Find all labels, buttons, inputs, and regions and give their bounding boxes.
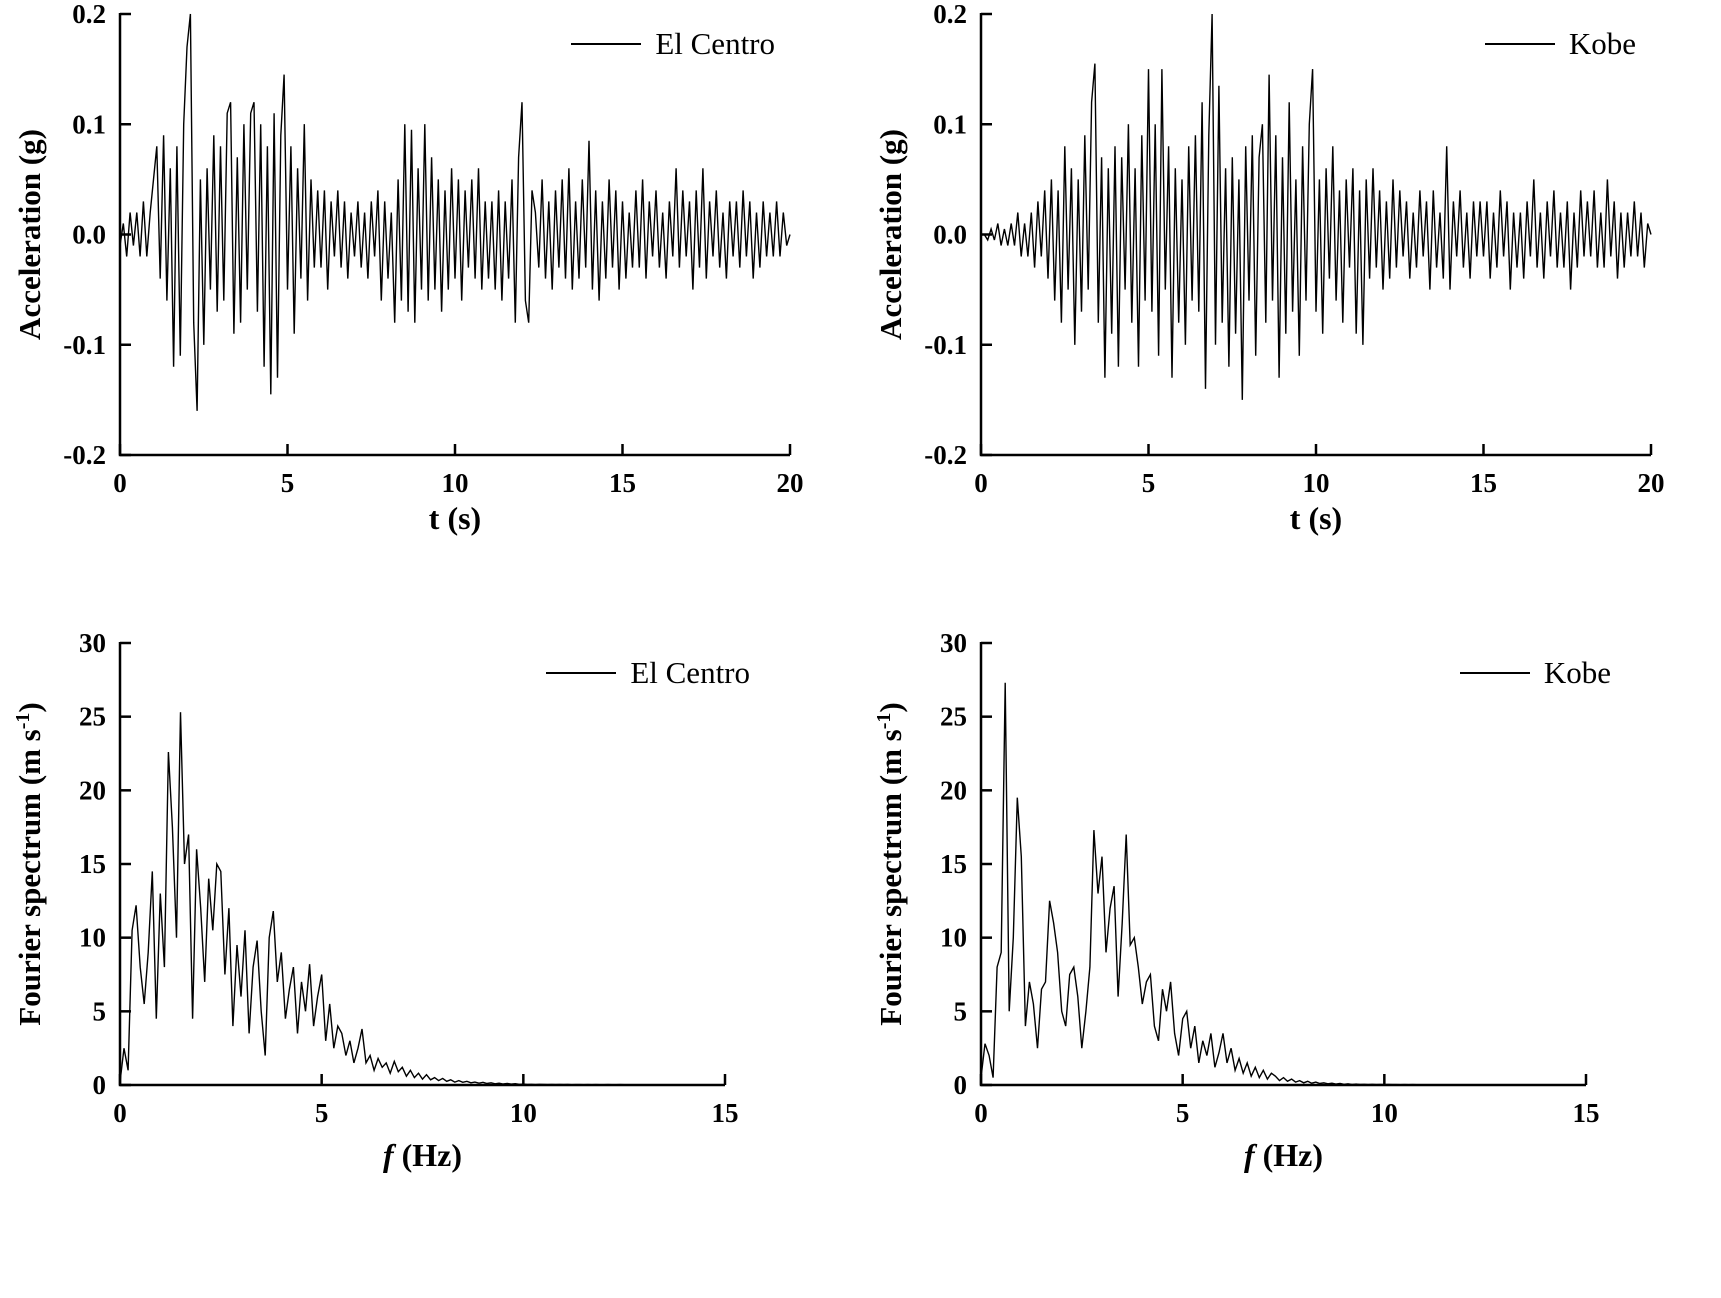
y-tick-label: -0.1 (924, 330, 967, 360)
legend-label: El Centro (655, 26, 775, 61)
y-tick-label: -0.2 (63, 440, 106, 470)
legend: El Centro (546, 655, 750, 691)
y-tick-label: 0.2 (72, 0, 106, 29)
x-axis-label-italic: f (1243, 1137, 1255, 1173)
y-tick-label: 20 (79, 775, 106, 805)
y-axis-label-text: Fourier spectrum (m s (12, 729, 47, 1026)
y-tick-label: -0.1 (63, 330, 106, 360)
x-axis-label: f (Hz) (120, 1137, 725, 1174)
accel-kobe-plot: 0 5 10 15 20 -0.2 -0.1 0.0 0.1 0.2 (924, 0, 1665, 498)
y-tick-label: 25 (940, 702, 967, 732)
y-tick-label: 25 (79, 702, 106, 732)
x-tick-label: 15 (1573, 1098, 1600, 1128)
y-tick-label: 0.0 (933, 220, 967, 250)
legend-label: Kobe (1543, 655, 1611, 690)
x-axis-label-text: t (s) (1289, 500, 1343, 536)
y-axis-label: Fourier spectrum (m s-1) (873, 643, 909, 1085)
series-line (981, 13, 1652, 400)
legend-line-sample (1459, 672, 1530, 674)
y-tick-label: -0.2 (924, 440, 967, 470)
x-tick-label: 10 (510, 1098, 537, 1128)
y-axis-label-text: Acceleration (g) (873, 129, 908, 340)
x-axis-label: t (s) (120, 500, 790, 537)
series-line (119, 13, 791, 411)
y-tick-label: 0.1 (933, 109, 967, 139)
accel-el-centro-plot: 0 5 10 15 20 -0.2 -0.1 0.0 0.1 0.2 (63, 0, 804, 498)
y-axis-label-close: ) (12, 702, 47, 713)
x-tick-label: 0 (974, 1098, 988, 1128)
x-tick-label: 10 (442, 468, 469, 498)
x-tick-label: 5 (1176, 1098, 1190, 1128)
y-tick-label: 15 (79, 849, 106, 879)
x-tick-label: 0 (113, 468, 127, 498)
y-tick-label: 0 (93, 1070, 107, 1100)
axes (118, 642, 725, 1087)
y-axis-label-text: Fourier spectrum (m s (873, 729, 908, 1026)
y-tick-label: 5 (93, 996, 107, 1026)
y-tick-label: 0.0 (72, 220, 106, 250)
legend: Kobe (1484, 26, 1636, 62)
x-tick-label: 10 (1371, 1098, 1398, 1128)
series-line (980, 682, 1586, 1086)
y-axis-label: Acceleration (g) (12, 14, 48, 455)
panel-fourier-kobe: 0 5 10 15 0 5 10 15 20 25 30 Fourier spectrum (m s… (861, 585, 1721, 1298)
x-tick-label: 0 (113, 1098, 127, 1128)
x-tick-label: 5 (281, 468, 295, 498)
panel-accel-el-centro: 0 5 10 15 20 -0.2 -0.1 0.0 0.1 0.2 Acceleration (… (0, 0, 860, 585)
legend: Kobe (1459, 655, 1611, 691)
y-tick-label: 30 (79, 628, 106, 658)
legend-line-sample (546, 672, 617, 674)
series-line (119, 712, 725, 1086)
x-tick-label: 5 (1142, 468, 1156, 498)
fourier-el-centro-plot: 0 5 10 15 0 5 10 15 20 25 30 (79, 628, 739, 1128)
y-axis-label-superscript: -1 (873, 712, 895, 730)
x-axis-label-text: (Hz) (1254, 1137, 1324, 1173)
fourier-kobe-plot: 0 5 10 15 0 5 10 15 20 25 30 (940, 628, 1600, 1128)
x-axis-label-text: (Hz) (393, 1137, 463, 1173)
axes (979, 642, 1586, 1087)
x-tick-label: 5 (315, 1098, 329, 1128)
y-tick-label: 10 (79, 923, 106, 953)
y-axis-label-text: Acceleration (g) (12, 129, 47, 340)
x-tick-label: 20 (1638, 468, 1665, 498)
axes (979, 13, 1651, 457)
y-tick-label: 0 (954, 1070, 968, 1100)
y-tick-label: 0.1 (72, 109, 106, 139)
legend-label: Kobe (1568, 26, 1636, 61)
x-tick-label: 15 (1470, 468, 1497, 498)
x-tick-label: 20 (777, 468, 804, 498)
x-axis-label: f (Hz) (981, 1137, 1586, 1174)
legend-line-sample (1484, 43, 1555, 45)
panel-accel-kobe: 0 5 10 15 20 -0.2 -0.1 0.0 0.1 0.2 Acceleration (… (861, 0, 1721, 585)
y-tick-label: 20 (940, 775, 967, 805)
axes (118, 13, 790, 457)
x-tick-label: 10 (1303, 468, 1330, 498)
x-tick-label: 15 (712, 1098, 739, 1128)
y-axis-label: Acceleration (g) (873, 14, 909, 455)
panel-fourier-el-centro: 0 5 10 15 0 5 10 15 20 25 30 Fourier spectrum (m s… (0, 585, 860, 1298)
y-tick-label: 10 (940, 923, 967, 953)
legend-label: El Centro (630, 655, 750, 690)
y-tick-label: 15 (940, 849, 967, 879)
x-axis-label: t (s) (981, 500, 1651, 537)
x-axis-label-text: t (s) (428, 500, 482, 536)
x-tick-label: 15 (609, 468, 636, 498)
y-axis-label: Fourier spectrum (m s-1) (12, 643, 48, 1085)
legend: El Centro (571, 26, 775, 62)
y-tick-label: 5 (954, 996, 968, 1026)
y-tick-label: 0.2 (933, 0, 967, 29)
y-tick-label: 30 (940, 628, 967, 658)
y-axis-label-superscript: -1 (12, 712, 34, 730)
x-axis-label-italic: f (382, 1137, 394, 1173)
legend-line-sample (571, 43, 642, 45)
y-axis-label-close: ) (873, 702, 908, 713)
x-tick-label: 0 (974, 468, 988, 498)
